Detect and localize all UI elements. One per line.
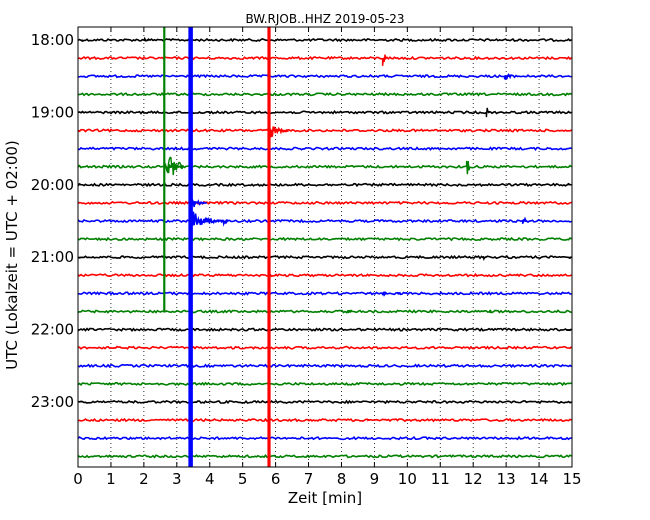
trace-row: [78, 110, 572, 115]
trace-row: [78, 218, 572, 224]
x-tick-label: 2: [139, 470, 149, 488]
x-tick-label: 10: [398, 470, 417, 488]
trace-row: [78, 363, 572, 369]
x-tick-label: 12: [464, 470, 483, 488]
y-tick-label: 18:00: [31, 31, 74, 49]
x-tick-label: 15: [562, 470, 581, 488]
x-tick-label: 9: [370, 470, 380, 488]
x-tick-label: 6: [271, 470, 281, 488]
trace-row: [78, 182, 572, 188]
x-tick-label: 1: [106, 470, 116, 488]
x-tick-label: 11: [431, 470, 450, 488]
trace-row: [78, 91, 572, 97]
event-burst: [521, 216, 530, 224]
trace-row: [78, 55, 572, 61]
event-burst: [465, 160, 471, 175]
event-burst: [485, 107, 491, 118]
x-tick-label: 7: [304, 470, 314, 488]
trace-row: [78, 309, 572, 314]
trace-row: [78, 291, 572, 296]
event-burst: [381, 291, 386, 297]
chart-title: BW.RJOB..HHZ 2019-05-23: [245, 12, 405, 26]
event-burst: [347, 310, 352, 314]
y-tick-label: 19:00: [31, 103, 74, 121]
event-coda: [163, 162, 185, 174]
x-tick-label: 5: [238, 470, 248, 488]
event-burst: [367, 418, 370, 422]
trace-row: [78, 345, 572, 350]
y-tick-label: 23:00: [31, 393, 74, 411]
event-burst: [396, 291, 402, 296]
x-tick-label: 4: [205, 470, 215, 488]
x-axis-label: Zeit [min]: [288, 489, 362, 507]
event-burst: [482, 256, 487, 261]
y-tick-label: 21:00: [31, 248, 74, 266]
event-burst: [381, 54, 387, 66]
event-coda: [189, 211, 225, 233]
trace-row: [78, 128, 572, 133]
traces-group: [78, 27, 572, 467]
trace-row: [78, 417, 572, 423]
trace-row: [78, 435, 572, 441]
trace-row: [78, 254, 572, 260]
trace-row: [78, 74, 572, 79]
trace-row: [78, 164, 572, 170]
x-tick-label: 13: [497, 470, 516, 488]
trace-row: [78, 272, 572, 278]
event-burst: [222, 219, 229, 227]
y-tick-label: 22:00: [31, 321, 74, 339]
trace-row: [78, 146, 572, 152]
event-burst: [503, 73, 512, 81]
trace-row: [78, 381, 572, 387]
trace-row: [78, 454, 572, 459]
x-tick-label: 14: [530, 470, 549, 488]
trace-row: [78, 236, 572, 242]
trace-row: [78, 200, 572, 206]
y-tick-label: 20:00: [31, 176, 74, 194]
event-burst: [143, 36, 149, 42]
event-coda: [268, 126, 289, 138]
x-tick-label: 0: [73, 470, 83, 488]
trace-row: [78, 399, 572, 405]
x-tick-label: 3: [172, 470, 182, 488]
x-tick-label: 8: [337, 470, 347, 488]
plot-frame: [77, 26, 573, 468]
trace-row: [78, 327, 572, 332]
trace-row: [78, 37, 572, 43]
event-burst: [489, 309, 492, 313]
